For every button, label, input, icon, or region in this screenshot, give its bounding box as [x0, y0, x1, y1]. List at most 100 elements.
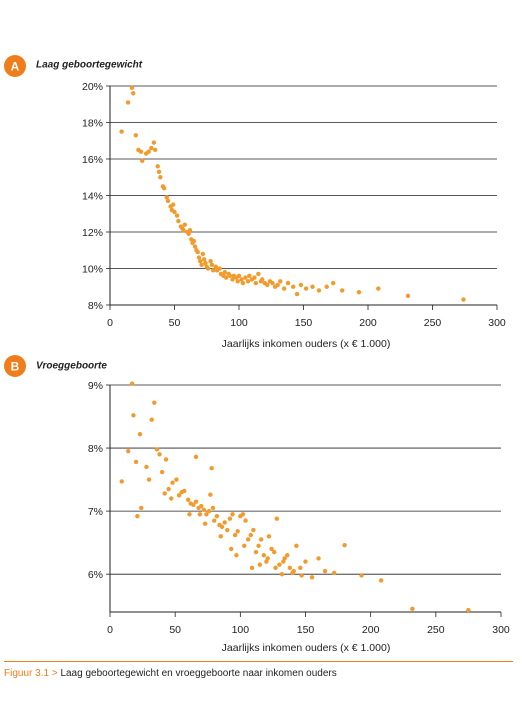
data-point	[181, 227, 186, 233]
badge-b-circle	[4, 355, 26, 377]
data-point	[196, 255, 202, 260]
data-point	[144, 464, 149, 470]
data-point	[227, 273, 233, 278]
data-point	[299, 573, 304, 578]
data-point	[133, 459, 139, 465]
data-point	[198, 259, 203, 264]
data-point	[294, 543, 299, 548]
data-point	[261, 553, 266, 558]
panel-b-y-ticks: 6% 7% 8% 9%	[88, 380, 110, 581]
data-point	[331, 570, 337, 576]
data-point	[158, 175, 163, 180]
panel-b: B Vroeggeboorte 6% 7% 8% 9% 0 50 100 150 200 250…	[4, 355, 510, 654]
data-point	[154, 447, 160, 452]
data-point	[170, 480, 175, 485]
data-point	[281, 559, 286, 564]
figure-caption: Figuur 3.1 > Laag geboortegewicht en vro…	[4, 668, 337, 679]
panel-b-x-label: Jaarlijks inkomen ouders (x € 1.000)	[222, 642, 391, 654]
data-point	[119, 479, 124, 484]
data-point	[243, 518, 248, 523]
x-tick-label: 100	[230, 317, 248, 329]
data-point	[146, 149, 151, 154]
data-point	[272, 549, 277, 555]
data-point	[203, 260, 208, 266]
data-point	[330, 280, 336, 286]
data-point	[174, 213, 180, 218]
data-point	[152, 147, 158, 153]
panel-b-points	[119, 381, 471, 613]
panel-a: A Laag geboortegewicht 8% 10% 12% 14% 16% 18%…	[4, 55, 506, 350]
data-point	[176, 218, 181, 224]
panel-a-points	[119, 85, 466, 302]
data-point	[242, 543, 247, 548]
data-point	[192, 244, 198, 249]
data-point	[138, 149, 144, 154]
data-point	[240, 512, 246, 517]
data-point	[156, 169, 162, 174]
data-point	[356, 290, 362, 295]
data-point	[324, 284, 329, 289]
x-tick-label: 200	[359, 317, 377, 329]
data-point	[273, 565, 278, 571]
y-tick-label: 18%	[82, 118, 103, 130]
data-point	[298, 282, 304, 288]
data-point	[157, 452, 162, 457]
data-point	[235, 279, 240, 284]
data-point	[213, 264, 218, 269]
x-tick-label: 150	[295, 317, 313, 329]
x-tick-label: 50	[169, 624, 181, 636]
data-point	[405, 293, 411, 299]
data-point	[199, 503, 204, 509]
data-point	[260, 277, 265, 282]
data-point	[187, 227, 193, 233]
data-point	[202, 521, 208, 526]
y-tick-label: 8%	[88, 300, 103, 312]
data-point	[270, 280, 275, 286]
data-point	[230, 512, 235, 517]
data-point	[166, 486, 171, 492]
data-point	[222, 520, 227, 525]
data-point	[253, 280, 258, 286]
data-point	[234, 553, 239, 558]
data-point	[240, 280, 246, 286]
data-point	[201, 507, 207, 513]
data-point	[256, 271, 261, 277]
x-tick-label: 250	[427, 624, 445, 636]
data-point	[269, 546, 274, 552]
data-point	[155, 164, 160, 169]
data-point	[466, 607, 471, 613]
data-point	[322, 568, 328, 574]
data-point	[195, 249, 200, 255]
data-point	[239, 277, 244, 282]
data-point	[266, 534, 272, 539]
data-point	[291, 568, 296, 574]
data-point	[251, 527, 256, 533]
data-point	[152, 400, 157, 405]
data-point	[245, 537, 251, 542]
data-point	[164, 195, 169, 200]
data-point	[208, 492, 213, 497]
x-tick-label: 0	[107, 624, 113, 636]
data-point	[265, 556, 270, 561]
data-point	[174, 477, 179, 482]
x-tick-label: 200	[362, 624, 380, 636]
data-point	[222, 269, 228, 275]
y-tick-label: 16%	[82, 154, 103, 166]
data-point	[274, 516, 280, 521]
data-point	[149, 417, 154, 422]
data-point	[298, 565, 303, 571]
x-tick-label: 150	[297, 624, 315, 636]
y-tick-label: 9%	[88, 380, 103, 392]
data-point	[197, 512, 203, 517]
y-tick-label: 10%	[82, 264, 103, 276]
y-tick-label: 8%	[88, 443, 103, 455]
panel-a-x-label: Jaarlijks inkomen ouders (x € 1.000)	[222, 338, 391, 350]
panel-a-x-ticks: 0 50 100 150 200 250 300	[107, 305, 506, 329]
data-point	[212, 518, 217, 523]
data-point	[342, 542, 347, 548]
data-point	[461, 297, 466, 302]
data-point	[265, 282, 270, 288]
data-point	[139, 505, 144, 511]
y-tick-label: 6%	[88, 569, 103, 581]
data-point	[172, 209, 177, 215]
